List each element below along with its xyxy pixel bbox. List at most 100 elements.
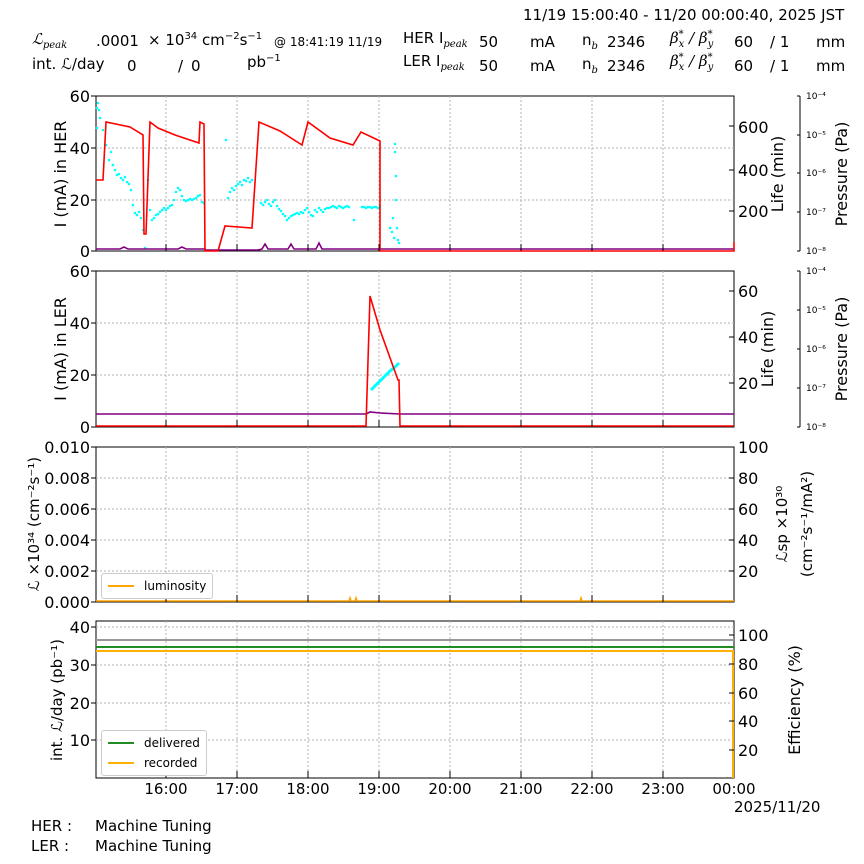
intlumi-ytick: 40 xyxy=(70,618,90,637)
efficiency-tick: 80 xyxy=(738,655,758,674)
ler-status: Machine Tuning xyxy=(95,837,212,855)
her-beta-label: β*x / β*y xyxy=(670,29,714,50)
lumi-legend: luminosity xyxy=(101,573,214,599)
luminosity-line xyxy=(96,595,734,602)
lpeak-unit: × 1034 cm−2s−1 xyxy=(148,31,263,49)
intlumi-ytick: 30 xyxy=(70,656,90,675)
lumi-sp-tick: 20 xyxy=(738,562,758,581)
her-life-tick: 200 xyxy=(738,202,769,221)
her-pressure-line xyxy=(96,241,734,251)
ler-beta-unit: mm xyxy=(816,57,846,75)
delivered-swatch xyxy=(108,742,134,744)
ler-nb-value: 2346 xyxy=(607,57,646,75)
her-ylabel: I (mA) in HER xyxy=(51,121,70,228)
lumi-ytick: 0.002 xyxy=(44,562,90,581)
intlumi-ylabel: int. ℒ/day (pb⁻¹) xyxy=(48,639,66,761)
her-life-tick: 400 xyxy=(738,161,769,180)
her-ipeak-unit: mA xyxy=(530,33,555,51)
her-beta-x: 60 xyxy=(734,33,754,51)
her-beta-unit: mm xyxy=(816,33,846,51)
her-life-label: Life (min) xyxy=(768,136,787,213)
her-ipeak-value: 50 xyxy=(479,33,499,51)
lumi-sp-label-1: ℒsp ×10³⁰ xyxy=(773,486,791,563)
lumi-sp-label-2: (cm⁻²s⁻¹/mA²) xyxy=(798,471,816,577)
her-ytick: 20 xyxy=(70,191,90,210)
her-pressure-tick: 10⁻⁷ xyxy=(806,208,826,218)
ler-life-tick: 60 xyxy=(738,282,758,301)
intlumi-ytick: 10 xyxy=(70,731,90,750)
her-pressure-label: Pressure (Pa) xyxy=(832,122,851,227)
ler-pressure-tick: 10⁻⁴ xyxy=(806,267,826,277)
lpeak-label: ℒpeak xyxy=(32,30,68,51)
ler-nb-label: nb xyxy=(582,55,598,76)
ler-life-tick: 40 xyxy=(738,328,758,347)
x-tick: 23:00 xyxy=(641,780,684,798)
x-tick: 00:00 xyxy=(712,780,755,798)
lumi-ytick: 0.008 xyxy=(44,469,90,488)
ler-pressure-tick: 10⁻⁸ xyxy=(806,423,826,433)
x-tick: 17:00 xyxy=(215,780,258,798)
x-tick: 19:00 xyxy=(357,780,400,798)
ler-panel: 60 40 20 0 60 40 20 I (mA) in LER Life (… xyxy=(51,262,851,437)
ler-pressure-tick: 10⁻⁶ xyxy=(806,345,826,355)
ler-ytick: 20 xyxy=(70,366,90,385)
ler-beta-label: β*x / β*y xyxy=(670,52,714,73)
x-tick: 16:00 xyxy=(144,780,187,798)
ler-status-label: LER : xyxy=(31,837,70,855)
ler-pressure-line xyxy=(96,411,734,415)
her-life-tick: 600 xyxy=(738,118,769,137)
ler-ipeak-unit: mA xyxy=(530,57,555,75)
lumi-ytick: 0.000 xyxy=(44,593,90,612)
lumi-ylabel: ℒ ×10³⁴ (cm⁻²s⁻¹) xyxy=(25,457,43,591)
her-pressure-tick: 10⁻⁸ xyxy=(806,247,826,257)
recorded-swatch xyxy=(108,762,134,764)
ler-pressure-label: Pressure (Pa) xyxy=(832,297,851,402)
legend-item-delivered: delivered xyxy=(108,733,200,753)
ler-pressure-tick: 10⁻⁵ xyxy=(806,306,826,316)
her-status: Machine Tuning xyxy=(95,817,212,835)
her-ytick: 60 xyxy=(70,87,90,106)
intl-sep: / xyxy=(178,57,184,75)
x-tick: 21:00 xyxy=(499,780,542,798)
ler-life-label: Life (min) xyxy=(758,311,777,388)
intl-delivered: 0 xyxy=(127,57,137,75)
legend-item-recorded: recorded xyxy=(108,753,200,773)
x-tick: 18:00 xyxy=(286,780,329,798)
efficiency-tick: 100 xyxy=(738,626,769,645)
ler-current-line xyxy=(96,295,734,427)
ler-beta-x: 60 xyxy=(734,57,754,75)
her-pressure-tick: 10⁻⁶ xyxy=(806,169,826,179)
efficiency-label: Efficiency (%) xyxy=(785,645,804,755)
intlumi-panel: 40 30 20 10 100 80 60 40 20 int. ℒ/day (… xyxy=(48,618,820,816)
lpeak-time: @ 18:41:19 11/19 xyxy=(274,35,383,49)
ler-lifetime-line xyxy=(369,361,401,392)
lumi-sp-tick: 40 xyxy=(738,531,758,550)
her-panel: 60 40 20 0 600 400 200 I (mA) in HER Lif… xyxy=(51,87,851,261)
x-tick: 20:00 xyxy=(428,780,471,798)
ler-ipeak-value: 50 xyxy=(479,57,499,75)
lumi-sp-tick: 100 xyxy=(738,438,769,457)
legend-item-luminosity: luminosity xyxy=(108,576,206,596)
her-ytick: 0 xyxy=(80,242,90,261)
her-beta-y: / 1 xyxy=(770,33,790,51)
her-nb-label: nb xyxy=(582,31,598,52)
ler-beta-y: / 1 xyxy=(770,57,790,75)
intlumi-legend: delivered recorded xyxy=(101,730,207,776)
ler-ytick: 40 xyxy=(70,314,90,333)
efficiency-tick: 40 xyxy=(738,712,758,731)
her-pressure-tick: 10⁻⁵ xyxy=(806,131,826,141)
her-current-line xyxy=(96,120,735,252)
her-status-label: HER : xyxy=(31,817,73,835)
her-nb-value: 2346 xyxy=(607,33,646,51)
lumi-ytick: 0.006 xyxy=(44,500,90,519)
her-lifetime-points xyxy=(95,101,401,250)
time-range: 11/19 15:00:40 - 11/20 00:00:40, 2025 JS… xyxy=(523,6,845,24)
lpeak-value: .0001 xyxy=(96,32,139,50)
lumi-panel: 0.010 0.008 0.006 0.004 0.002 0.000 100 … xyxy=(25,438,816,612)
intl-unit: pb−1 xyxy=(247,53,281,71)
lumi-sp-tick: 80 xyxy=(738,469,758,488)
lumi-ytick: 0.010 xyxy=(44,438,90,457)
x-date-label: 2025/11/20 xyxy=(734,798,820,816)
x-tick: 22:00 xyxy=(570,780,613,798)
lumi-sp-tick: 60 xyxy=(738,500,758,519)
